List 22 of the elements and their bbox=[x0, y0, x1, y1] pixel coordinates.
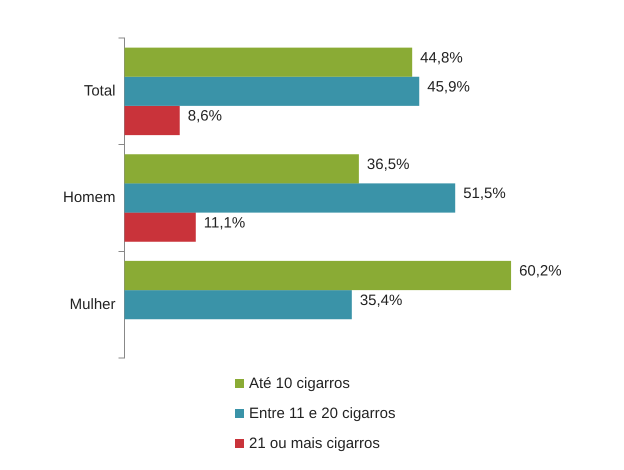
legend-label: Entre 11 e 20 cigarros bbox=[249, 404, 396, 422]
bar bbox=[124, 212, 196, 242]
bar bbox=[124, 106, 180, 136]
legend-label: 21 ou mais cigarros bbox=[249, 434, 380, 452]
data-label: 45,9% bbox=[427, 78, 470, 96]
y-tick-label: Homem bbox=[62, 189, 116, 206]
data-label: 11,1% bbox=[204, 214, 246, 232]
legend-label: Até 10 cigarros bbox=[249, 374, 350, 392]
y-tick-label: Mulher bbox=[70, 296, 116, 313]
data-label: 36,5% bbox=[366, 156, 410, 173]
y-tick-label: Total bbox=[84, 82, 116, 100]
bar bbox=[124, 260, 512, 290]
data-label: 44,8% bbox=[420, 49, 463, 66]
data-label: 8,6% bbox=[188, 108, 222, 125]
bar bbox=[124, 154, 359, 184]
bar bbox=[124, 290, 352, 320]
bar bbox=[124, 48, 412, 77]
data-label: 35,4% bbox=[360, 292, 402, 309]
data-label: 51,5% bbox=[463, 185, 506, 202]
bar bbox=[124, 76, 420, 106]
bar bbox=[124, 183, 456, 213]
data-label: 60,2% bbox=[519, 262, 562, 280]
